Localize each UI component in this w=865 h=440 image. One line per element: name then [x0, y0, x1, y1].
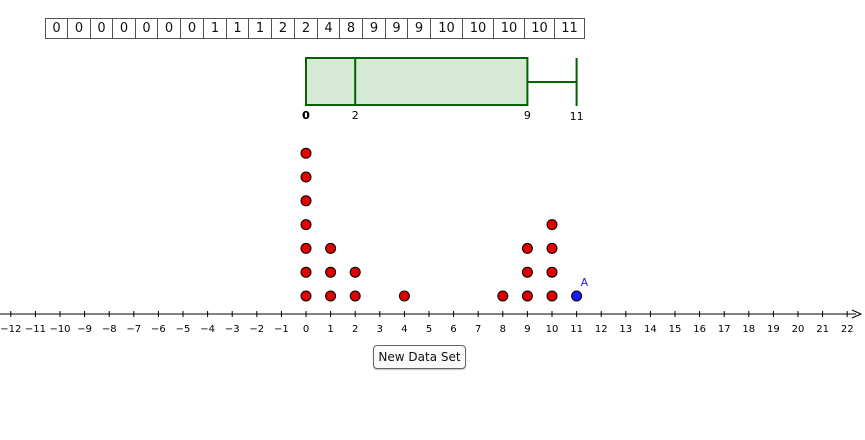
x-tick-label: 1 [327, 324, 333, 335]
x-tick-label: −7 [126, 324, 141, 335]
box-plot-q3-label: 9 [524, 109, 531, 122]
x-tick-label: 21 [816, 324, 829, 335]
number-line-axis: −12 −11 −10 −9 −8 −7 −6 −5 −4 −3 −2 −1 0 1 2 3 4 5 6 7 8 9 10 1… [0, 309, 863, 335]
data-dot [300, 195, 312, 207]
x-tick-label: −6 [151, 324, 166, 335]
data-dot [325, 242, 337, 254]
box-plot-box [305, 57, 529, 106]
x-axis-arrow-icon [851, 309, 863, 319]
data-dot [546, 242, 558, 254]
data-cell: 2 [272, 19, 295, 38]
data-cell: 8 [340, 19, 363, 38]
x-tick-label: 7 [475, 324, 481, 335]
data-dot [300, 147, 312, 159]
x-tick-label: 9 [524, 324, 530, 335]
data-cell: 0 [68, 19, 91, 38]
x-tick-label: −12 [0, 324, 21, 335]
box-plot-min-label: 0 [302, 109, 310, 122]
data-dot [521, 242, 533, 254]
data-values-row: 0 0 0 0 0 0 0 1 1 1 2 2 4 8 9 9 9 10 10 10 10 11 [45, 18, 585, 39]
x-tick-label: 16 [693, 324, 706, 335]
data-dot [521, 266, 533, 278]
x-tick-label: 4 [401, 324, 407, 335]
x-tick-label: 19 [767, 324, 780, 335]
data-dot [546, 266, 558, 278]
new-data-set-button[interactable]: New Data Set [373, 345, 466, 369]
x-tick-label: 12 [595, 324, 608, 335]
x-tick-label: 14 [644, 324, 657, 335]
box-plot-q1-label: 0 [302, 109, 310, 122]
data-cell: 0 [113, 19, 136, 38]
x-tick-label: 17 [718, 324, 731, 335]
data-cell: 9 [386, 19, 408, 38]
data-dot [349, 266, 361, 278]
x-tick-label: 18 [742, 324, 755, 335]
data-cell: 1 [204, 19, 227, 38]
data-dot [300, 242, 312, 254]
data-dot [546, 290, 558, 302]
x-tick-label: −8 [102, 324, 117, 335]
data-dot [300, 290, 312, 302]
movable-point-label: A [581, 276, 589, 289]
x-tick-label: −5 [176, 324, 191, 335]
data-cell: 9 [408, 19, 431, 38]
x-tick-label: 13 [619, 324, 632, 335]
data-cell: 0 [136, 19, 158, 38]
x-tick-label: −1 [274, 324, 289, 335]
data-dot [521, 290, 533, 302]
data-cell: 2 [295, 19, 318, 38]
data-cell: 0 [91, 19, 113, 38]
data-dot [325, 266, 337, 278]
movable-point-a[interactable] [571, 290, 583, 302]
data-dot [300, 171, 312, 183]
x-tick-label: −4 [200, 324, 215, 335]
data-cell: 9 [363, 19, 386, 38]
x-tick-label: −9 [77, 324, 92, 335]
data-dot [497, 290, 509, 302]
x-tick-label: 0 [303, 324, 309, 335]
x-tick-label: −11 [25, 324, 46, 335]
x-tick-label: 11 [570, 324, 583, 335]
data-dot [325, 290, 337, 302]
x-tick-label: 10 [546, 324, 559, 335]
x-tick-label: 8 [500, 324, 506, 335]
data-cell: 0 [158, 19, 181, 38]
box-plot-max-label: 11 [570, 110, 584, 123]
x-tick-label: −2 [249, 324, 264, 335]
dot-plot: A [300, 147, 589, 302]
box-plot: 00 2 9 11 [302, 57, 584, 123]
data-cell: 0 [46, 19, 68, 38]
data-dot [398, 290, 410, 302]
x-tick-label: 5 [426, 324, 432, 335]
box-plot-median-label: 2 [352, 109, 359, 122]
data-dot [546, 219, 558, 231]
data-cell: 11 [555, 19, 585, 38]
data-cell: 0 [181, 19, 204, 38]
data-cell: 10 [431, 19, 463, 38]
x-tick-label: −10 [49, 324, 70, 335]
data-dot [300, 219, 312, 231]
data-cell: 10 [463, 19, 494, 38]
data-cell: 4 [318, 19, 340, 38]
x-tick-label: 22 [841, 324, 854, 335]
data-cell: 10 [494, 19, 525, 38]
x-tick-label: 20 [792, 324, 805, 335]
x-tick-label: 15 [669, 324, 682, 335]
x-tick-label: 2 [352, 324, 358, 335]
data-dot [349, 290, 361, 302]
data-dot [300, 266, 312, 278]
x-tick-label: 6 [450, 324, 456, 335]
x-tick-label: −3 [225, 324, 240, 335]
data-cell: 1 [249, 19, 272, 38]
data-cell: 10 [525, 19, 555, 38]
x-tick-label: 3 [377, 324, 383, 335]
data-cell: 1 [227, 19, 249, 38]
